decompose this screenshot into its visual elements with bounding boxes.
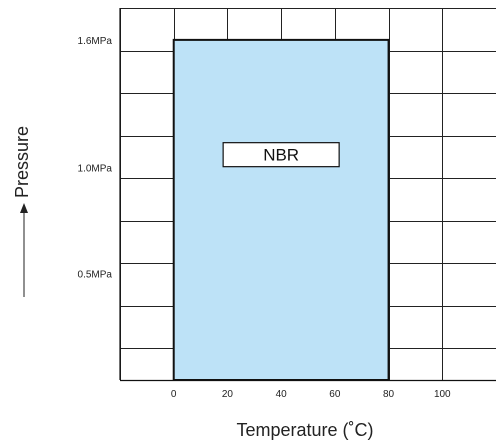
axes	[119, 8, 496, 382]
x-tick-label: 80	[383, 389, 395, 400]
y-tick-label: 1.0MPa	[78, 163, 113, 174]
y-tick-label: 0.5MPa	[78, 270, 113, 281]
x-tick-label: 0	[171, 389, 177, 400]
x-tick-label: 100	[434, 389, 451, 400]
y-axis-title-group: Pressure	[12, 126, 32, 297]
x-tick-label: 40	[276, 389, 288, 400]
x-tick-label: 20	[222, 389, 234, 400]
y-axis-title: Pressure	[12, 126, 32, 198]
x-tick-label: 60	[329, 389, 341, 400]
x-tick-labels: 0 20 40 60 80 100	[171, 389, 451, 400]
region-label-box	[222, 142, 340, 168]
region-nbr	[172, 38, 390, 382]
x-axis-title: Temperature (˚C)	[236, 420, 373, 440]
y-tick-label: 1.6MPa	[78, 36, 113, 47]
region-label: NBR	[263, 146, 299, 165]
y-axis-arrow-head	[20, 203, 28, 213]
y-tick-labels: 0.5MPa 1.0MPa 1.6MPa	[78, 36, 113, 281]
regions: NBR	[172, 38, 390, 382]
